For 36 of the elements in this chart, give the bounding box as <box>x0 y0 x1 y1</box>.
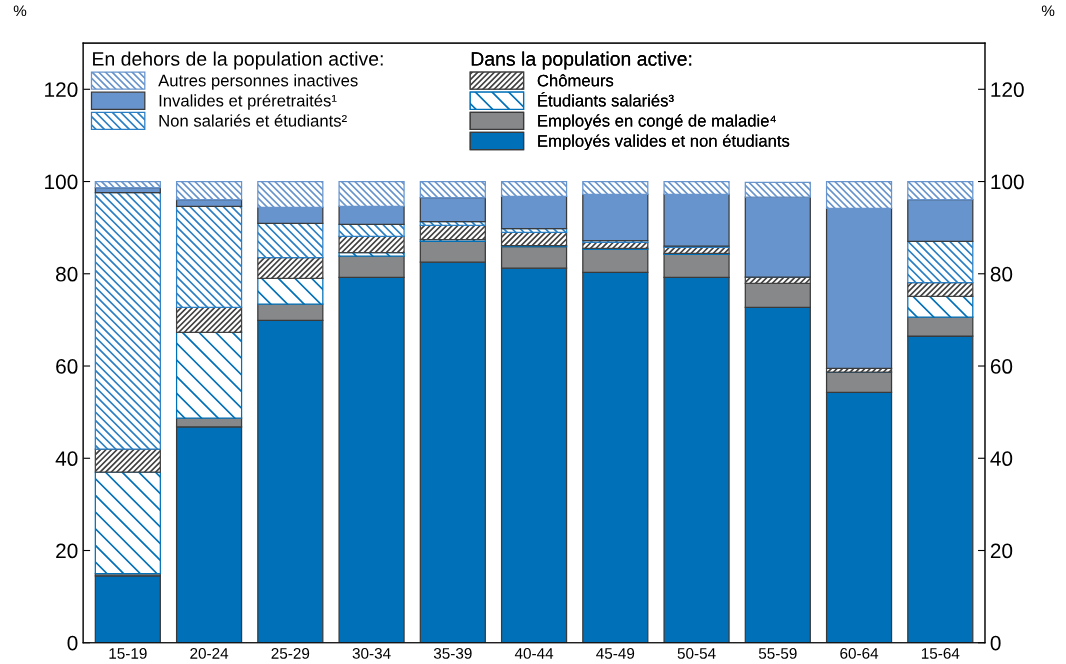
y-tick-label: 40 <box>55 451 78 467</box>
x-tick-label: 50-54 <box>677 648 716 659</box>
legend-label: Invalides et préretraités¹ <box>159 94 337 110</box>
x-tick-label: 35-39 <box>433 648 472 659</box>
legend-label: Non salariés et étudiants² <box>159 114 347 127</box>
y-tick-label: 120 <box>45 82 78 98</box>
y2-tick-label: 20 <box>990 543 1013 559</box>
y-tick-label: 0 <box>67 635 78 651</box>
x-tick-label: 55-59 <box>758 648 797 659</box>
y-tick-label: 60 <box>56 359 78 374</box>
y2-tick-label: 0 <box>990 635 1001 651</box>
y2-tick-label: 100 <box>991 174 1024 190</box>
annotation: Dans la population active: <box>471 51 692 70</box>
x-tick-label: 60-64 <box>840 648 879 659</box>
y-tick-label: 100 <box>45 174 78 190</box>
y-axis-title: % <box>13 5 27 17</box>
annotation: En dehors de la population active: <box>93 51 383 70</box>
x-tick-label: 45-49 <box>596 648 635 659</box>
legend-label: Autres personnes inactives <box>158 74 358 90</box>
y2-axis-title: % <box>1041 5 1055 17</box>
x-tick-label: 15-19 <box>109 648 147 659</box>
y-tick-label: 20 <box>56 543 78 559</box>
legend-label: Employés en congé de maladie⁴ <box>538 114 776 130</box>
x-tick-label: 15-64 <box>921 648 960 659</box>
y2-tick-label: 80 <box>990 266 1013 282</box>
y2-tick-label: 40 <box>990 451 1013 467</box>
y2-tick-label: 60 <box>990 359 1013 374</box>
y-tick-label: 80 <box>56 266 78 282</box>
x-tick-label: 30-34 <box>352 648 391 659</box>
x-tick-label: 20-24 <box>190 648 229 659</box>
legend-label: Étudiants salariés³ <box>538 91 674 107</box>
x-tick-label: 40-44 <box>514 648 554 659</box>
legend-label: Chômeurs <box>537 74 614 87</box>
legend-label: Employés valides et non étudiants <box>538 134 790 151</box>
y2-tick-label: 120 <box>991 82 1024 98</box>
x-tick-label: 25-29 <box>271 648 310 659</box>
